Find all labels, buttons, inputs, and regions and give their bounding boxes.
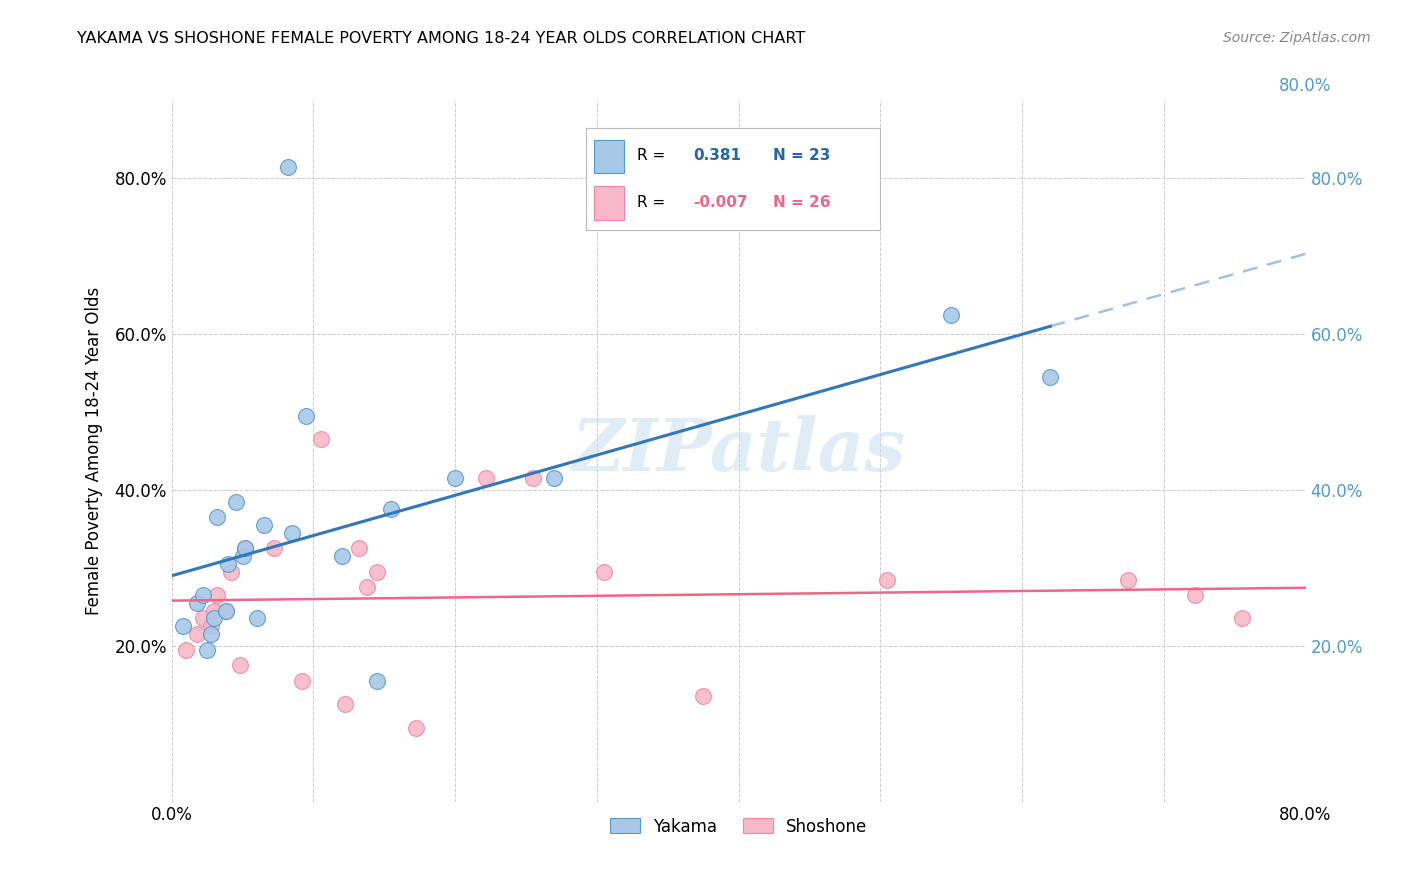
Point xyxy=(876,573,898,587)
Point xyxy=(217,557,239,571)
Point xyxy=(172,619,194,633)
Point xyxy=(186,627,208,641)
Point xyxy=(214,604,236,618)
Point xyxy=(202,611,225,625)
Point xyxy=(277,160,299,174)
Point xyxy=(366,673,388,688)
Point xyxy=(309,432,332,446)
Point xyxy=(692,690,714,704)
Point xyxy=(366,565,388,579)
Point xyxy=(281,525,304,540)
Point xyxy=(200,627,222,641)
Text: YAKAMA VS SHOSHONE FEMALE POVERTY AMONG 18-24 YEAR OLDS CORRELATION CHART: YAKAMA VS SHOSHONE FEMALE POVERTY AMONG … xyxy=(77,31,806,46)
Point xyxy=(232,549,254,563)
Point xyxy=(1118,573,1140,587)
Point xyxy=(1230,611,1253,625)
Point xyxy=(356,580,378,594)
Point xyxy=(347,541,370,556)
Y-axis label: Female Poverty Among 18-24 Year Olds: Female Poverty Among 18-24 Year Olds xyxy=(86,287,103,615)
Text: ZIPatlas: ZIPatlas xyxy=(572,416,905,486)
Point xyxy=(195,642,218,657)
Point xyxy=(202,604,225,618)
Point xyxy=(330,549,353,563)
Point xyxy=(380,502,402,516)
Point xyxy=(191,611,214,625)
Point xyxy=(263,541,285,556)
Point xyxy=(205,588,228,602)
Legend: Yakama, Shoshone: Yakama, Shoshone xyxy=(603,811,873,842)
Point xyxy=(200,619,222,633)
Point xyxy=(174,642,197,657)
Point xyxy=(253,518,276,533)
Point xyxy=(475,471,498,485)
Point xyxy=(291,673,314,688)
Point xyxy=(405,721,427,735)
Text: Source: ZipAtlas.com: Source: ZipAtlas.com xyxy=(1223,31,1371,45)
Point xyxy=(543,471,565,485)
Point xyxy=(444,471,467,485)
Point xyxy=(186,596,208,610)
Point xyxy=(225,494,247,508)
Point xyxy=(1039,370,1062,384)
Point xyxy=(235,541,257,556)
Point xyxy=(333,697,356,711)
Point xyxy=(191,588,214,602)
Point xyxy=(941,308,963,322)
Point xyxy=(246,611,269,625)
Point xyxy=(235,541,257,556)
Point xyxy=(1184,588,1206,602)
Point xyxy=(295,409,318,423)
Point xyxy=(205,510,228,524)
Point xyxy=(522,471,544,485)
Point xyxy=(221,565,243,579)
Point xyxy=(229,658,252,673)
Point xyxy=(214,604,236,618)
Point xyxy=(593,565,616,579)
